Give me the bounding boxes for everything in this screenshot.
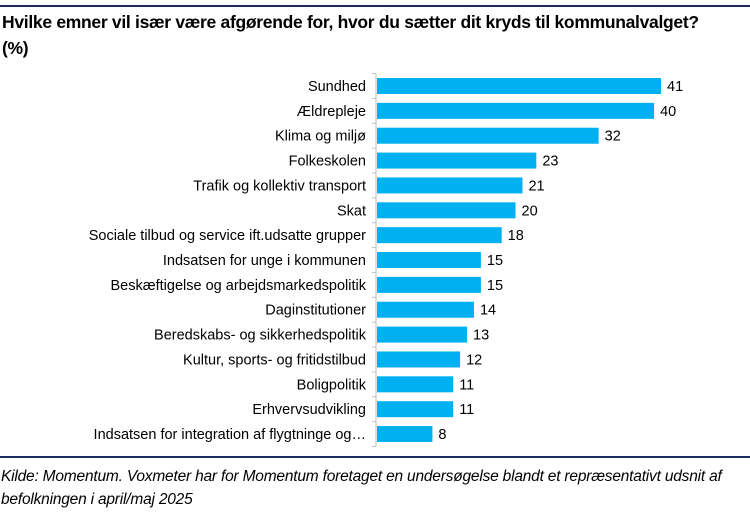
data-label: 15: [487, 278, 503, 294]
category-label: Erhvervsudvikling: [252, 402, 366, 418]
bar: [377, 376, 454, 393]
category-label: Folkeskolen: [289, 154, 366, 170]
data-label: 13: [473, 328, 489, 344]
data-label: 11: [459, 377, 474, 393]
data-label: 32: [605, 129, 621, 145]
category-label: Sociale tilbud og service ift.udsatte gr…: [89, 228, 366, 244]
bar: [377, 152, 537, 169]
category-label: Beredskabs- og sikkerhedspolitik: [154, 328, 367, 344]
category-label: Boligpolitik: [297, 377, 367, 393]
bar: [377, 252, 481, 269]
category-label: Skat: [337, 203, 366, 219]
category-label: Trafik og kollektiv transport: [193, 178, 366, 194]
bar: [377, 202, 516, 219]
category-label: Sundhed: [308, 79, 366, 95]
bar: [377, 127, 599, 144]
bottom-rule: [0, 456, 750, 458]
bar: [377, 401, 454, 418]
bar: [377, 276, 481, 293]
data-label: 12: [466, 352, 482, 368]
source-note: Kilde: Momentum. Voxmeter har for Moment…: [1, 468, 722, 508]
bar: [377, 351, 461, 368]
category-label: Kultur, sports- og fritidstilbud: [183, 352, 366, 368]
data-label: 41: [667, 79, 683, 95]
data-label: 21: [528, 178, 544, 194]
data-label: 23: [542, 154, 558, 170]
data-label: 18: [508, 228, 524, 244]
data-label: 14: [480, 303, 496, 319]
bar: [377, 78, 661, 94]
bar: [377, 326, 468, 343]
category-label: Beskæftigelse og arbejdsmarkedspolitik: [111, 278, 367, 294]
data-label: 20: [522, 203, 538, 219]
data-label: 8: [438, 427, 446, 443]
bar: [377, 102, 655, 119]
bar: [377, 426, 433, 443]
data-label: 15: [487, 253, 503, 269]
category-label: Indsatsen for unge i kommunen: [163, 253, 366, 269]
category-label: Daginstitutioner: [265, 303, 366, 319]
category-label: Indsatsen for integration af flygtninge …: [94, 427, 366, 443]
data-label: 11: [459, 402, 474, 418]
data-label: 40: [660, 104, 676, 120]
category-label: Ældrepleje: [297, 104, 366, 120]
bar: [377, 177, 523, 194]
category-label: Klima og miljø: [275, 129, 366, 145]
bar: [377, 301, 474, 318]
bar: [377, 227, 502, 244]
chart-title: Hvilke emner vil især være afgørende for…: [2, 12, 699, 58]
top-rule: [0, 5, 750, 7]
